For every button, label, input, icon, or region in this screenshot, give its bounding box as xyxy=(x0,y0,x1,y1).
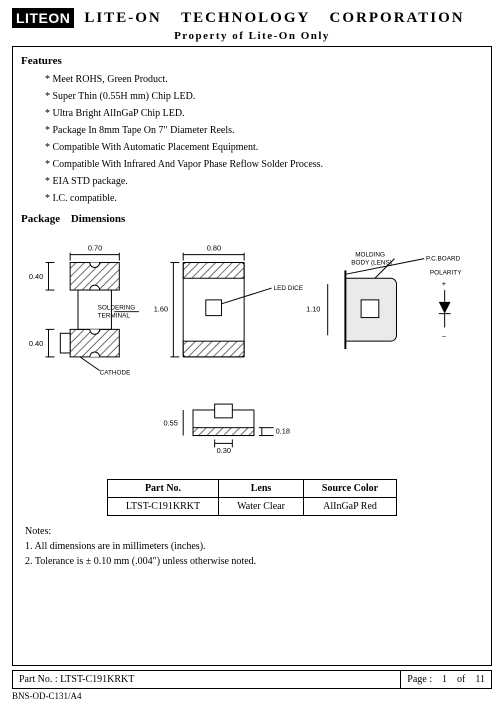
label-polarity: POLARITY xyxy=(430,269,462,276)
note-2: 2. Tolerance is ± 0.10 mm (.004") unless… xyxy=(25,556,483,567)
label-pcb: P.C.BOARD xyxy=(426,256,461,263)
th-lens: Lens xyxy=(219,480,304,498)
footer-part-no: LTST-C191KRKT xyxy=(60,674,134,685)
dim-1.60: 1.60 xyxy=(154,305,168,314)
th-partno: Part No. xyxy=(107,480,218,498)
dim-0.30: 0.30 xyxy=(217,446,231,455)
td-source: AlInGaP Red xyxy=(303,498,396,516)
header: LITEON LITE-ON TECHNOLOGY CORPORATION xyxy=(12,8,492,28)
svg-text:+: + xyxy=(442,279,446,288)
logo: LITEON xyxy=(12,8,74,28)
feature-item: Super Thin (0.55H mm) Chip LED. xyxy=(45,88,483,105)
features-title: Features xyxy=(21,55,483,67)
doc-code: BNS-OD-C131/A4 xyxy=(12,691,492,701)
label-soldering: SOLDERING xyxy=(98,305,136,312)
dim-0.70: 0.70 xyxy=(88,244,102,253)
td-partno: LTST-C191KRKT xyxy=(107,498,218,516)
package-title: Package Dimensions xyxy=(21,213,483,225)
content-frame: Features Meet ROHS, Green Product. Super… xyxy=(12,46,492,666)
feature-item: Compatible With Infrared And Vapor Phase… xyxy=(45,156,483,173)
table-header-row: Part No. Lens Source Color xyxy=(107,480,396,498)
footer-page-of: of xyxy=(457,674,465,685)
table-row: LTST-C191KRKT Water Clear AlInGaP Red xyxy=(107,498,396,516)
dim-0.55: 0.55 xyxy=(164,419,178,428)
feature-item: I.C. compatible. xyxy=(45,190,483,207)
feature-item: Ultra Bright AlInGaP Chip LED. xyxy=(45,105,483,122)
footer-page: Page : 1 of 11 xyxy=(400,671,491,688)
dim-0.80: 0.80 xyxy=(207,244,221,253)
label-cathode: CATHODE xyxy=(100,370,131,377)
td-lens: Water Clear xyxy=(219,498,304,516)
dim-0.40b: 0.40 xyxy=(29,339,43,348)
feature-item: Meet ROHS, Green Product. xyxy=(45,71,483,88)
label-molding: MOLDING xyxy=(355,252,385,259)
company-name: LITE-ON TECHNOLOGY CORPORATION xyxy=(84,10,464,27)
feature-item: EIA STD package. xyxy=(45,173,483,190)
footer-page-label: Page : xyxy=(407,674,432,685)
label-terminal: TERMINAL xyxy=(98,313,131,320)
th-source: Source Color xyxy=(303,480,396,498)
dim-0.40a: 0.40 xyxy=(29,272,43,281)
dim-1.10: 1.10 xyxy=(306,305,320,314)
dim-0.18: 0.18 xyxy=(276,427,290,436)
page-root: LITEON LITE-ON TECHNOLOGY CORPORATION Pr… xyxy=(0,0,504,705)
spec-table: Part No. Lens Source Color LTST-C191KRKT… xyxy=(107,479,397,516)
notes: Notes: 1. All dimensions are in millimet… xyxy=(25,526,483,567)
feature-list: Meet ROHS, Green Product. Super Thin (0.… xyxy=(45,71,483,207)
label-led-dice: LED DICE xyxy=(274,285,303,292)
label-body-lens: BODY (LENS) xyxy=(351,259,392,266)
feature-item: Compatible With Automatic Placement Equi… xyxy=(45,139,483,156)
note-1: 1. All dimensions are in millimeters (in… xyxy=(25,541,483,552)
footer-part-label: Part No. : xyxy=(19,674,60,685)
feature-item: Package In 8mm Tape On 7" Diameter Reels… xyxy=(45,122,483,139)
property-line: Property of Lite-On Only xyxy=(12,30,492,42)
footer-page-total: 11 xyxy=(475,674,485,685)
footer-page-cur: 1 xyxy=(442,674,447,685)
footer-bar: Part No. : LTST-C191KRKT Page : 1 of 11 xyxy=(12,670,492,689)
notes-title: Notes: xyxy=(25,526,483,537)
package-diagram: 0.70 0.40 0.40 SOLDERING TERMINAL CATHOD… xyxy=(21,231,483,471)
svg-text:−: − xyxy=(442,332,446,341)
footer-part: Part No. : LTST-C191KRKT xyxy=(13,671,140,688)
